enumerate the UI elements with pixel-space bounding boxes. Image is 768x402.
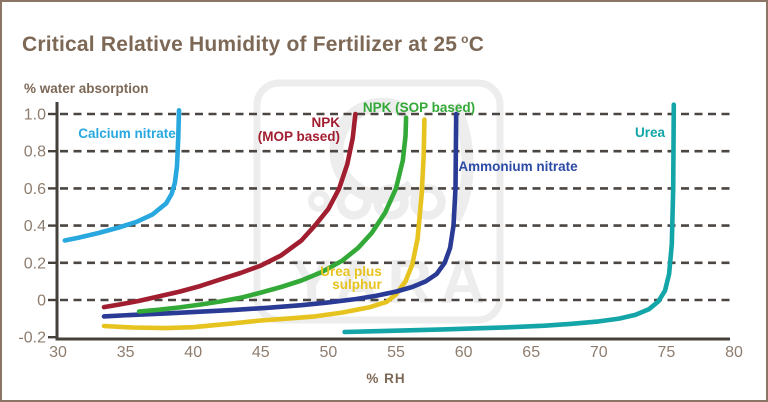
page-title: Critical Relative Humidity of Fertilizer… [22, 32, 484, 57]
curve-npk-mop-based [101, 111, 358, 310]
y-axis-title: % water absorption [24, 81, 149, 96]
axes [48, 102, 730, 341]
x-tick-label: 50 [320, 344, 338, 361]
curve-label-npk-mop-based: NPK [311, 115, 340, 130]
yara-watermark-tail [448, 102, 474, 222]
y-tick-label: 0 [37, 293, 46, 310]
yara-watermark-dot [308, 190, 330, 212]
y-tick-label: -0.2 [18, 330, 46, 347]
curve-urea-plus-sulphur [101, 117, 427, 331]
x-tick-label: 60 [455, 344, 473, 361]
y-tick-label: 0.2 [24, 255, 46, 272]
y-tick-label: 1.0 [24, 107, 46, 124]
x-tick-label: 55 [387, 344, 405, 361]
yara-watermark-ring [336, 184, 372, 220]
curve-calcium-nitrate [62, 108, 182, 243]
y-tick-label: 0.4 [24, 218, 46, 235]
curve-ammonium-nitrate [101, 111, 459, 319]
x-tick-label: 65 [522, 344, 540, 361]
curve-label-urea: Urea [635, 125, 666, 140]
curve-label-npk-mop-based: (MOP based) [258, 129, 340, 144]
x-axis-title: % RH [366, 371, 406, 386]
curve-npk-sop-based [136, 115, 409, 314]
y-tick-labels: 1.0 0.8 0.6 0.4 0.2 0 -0.2 [18, 107, 46, 347]
x-tick-label: 80 [725, 344, 743, 361]
x-tick-label: 40 [184, 344, 202, 361]
x-tick-label: 70 [590, 344, 608, 361]
curve-urea [342, 102, 677, 335]
title-degree-unit: C [468, 33, 485, 56]
yara-watermark-box [253, 79, 504, 324]
x-tick-label: 35 [117, 344, 135, 361]
x-tick-label: 75 [658, 344, 676, 361]
curve-label-ammonium-nitrate: Ammonium nitrate [458, 159, 578, 174]
curve-label-npk-sop-based: NPK (SOP based) [363, 100, 475, 115]
x-tick-labels: 30 35 40 45 50 55 60 65 70 75 80 [49, 344, 743, 361]
y-tick-label: 0.6 [24, 181, 46, 198]
curves [62, 102, 677, 335]
title-degree-sup: o [461, 32, 469, 46]
curve-label-urea-plus-sulphur: sulphur [332, 277, 382, 292]
yara-watermark-text: YARA [291, 248, 493, 317]
title-text: Critical Relative Humidity of Fertilizer… [22, 33, 458, 56]
curve-label-urea-plus-sulphur: Urea plus [320, 264, 382, 279]
curve-label-calcium-nitrate: Calcium nitrate [78, 126, 176, 141]
x-tick-label: 45 [252, 344, 270, 361]
x-tick-label: 30 [49, 344, 67, 361]
y-tick-label: 0.8 [24, 144, 46, 161]
